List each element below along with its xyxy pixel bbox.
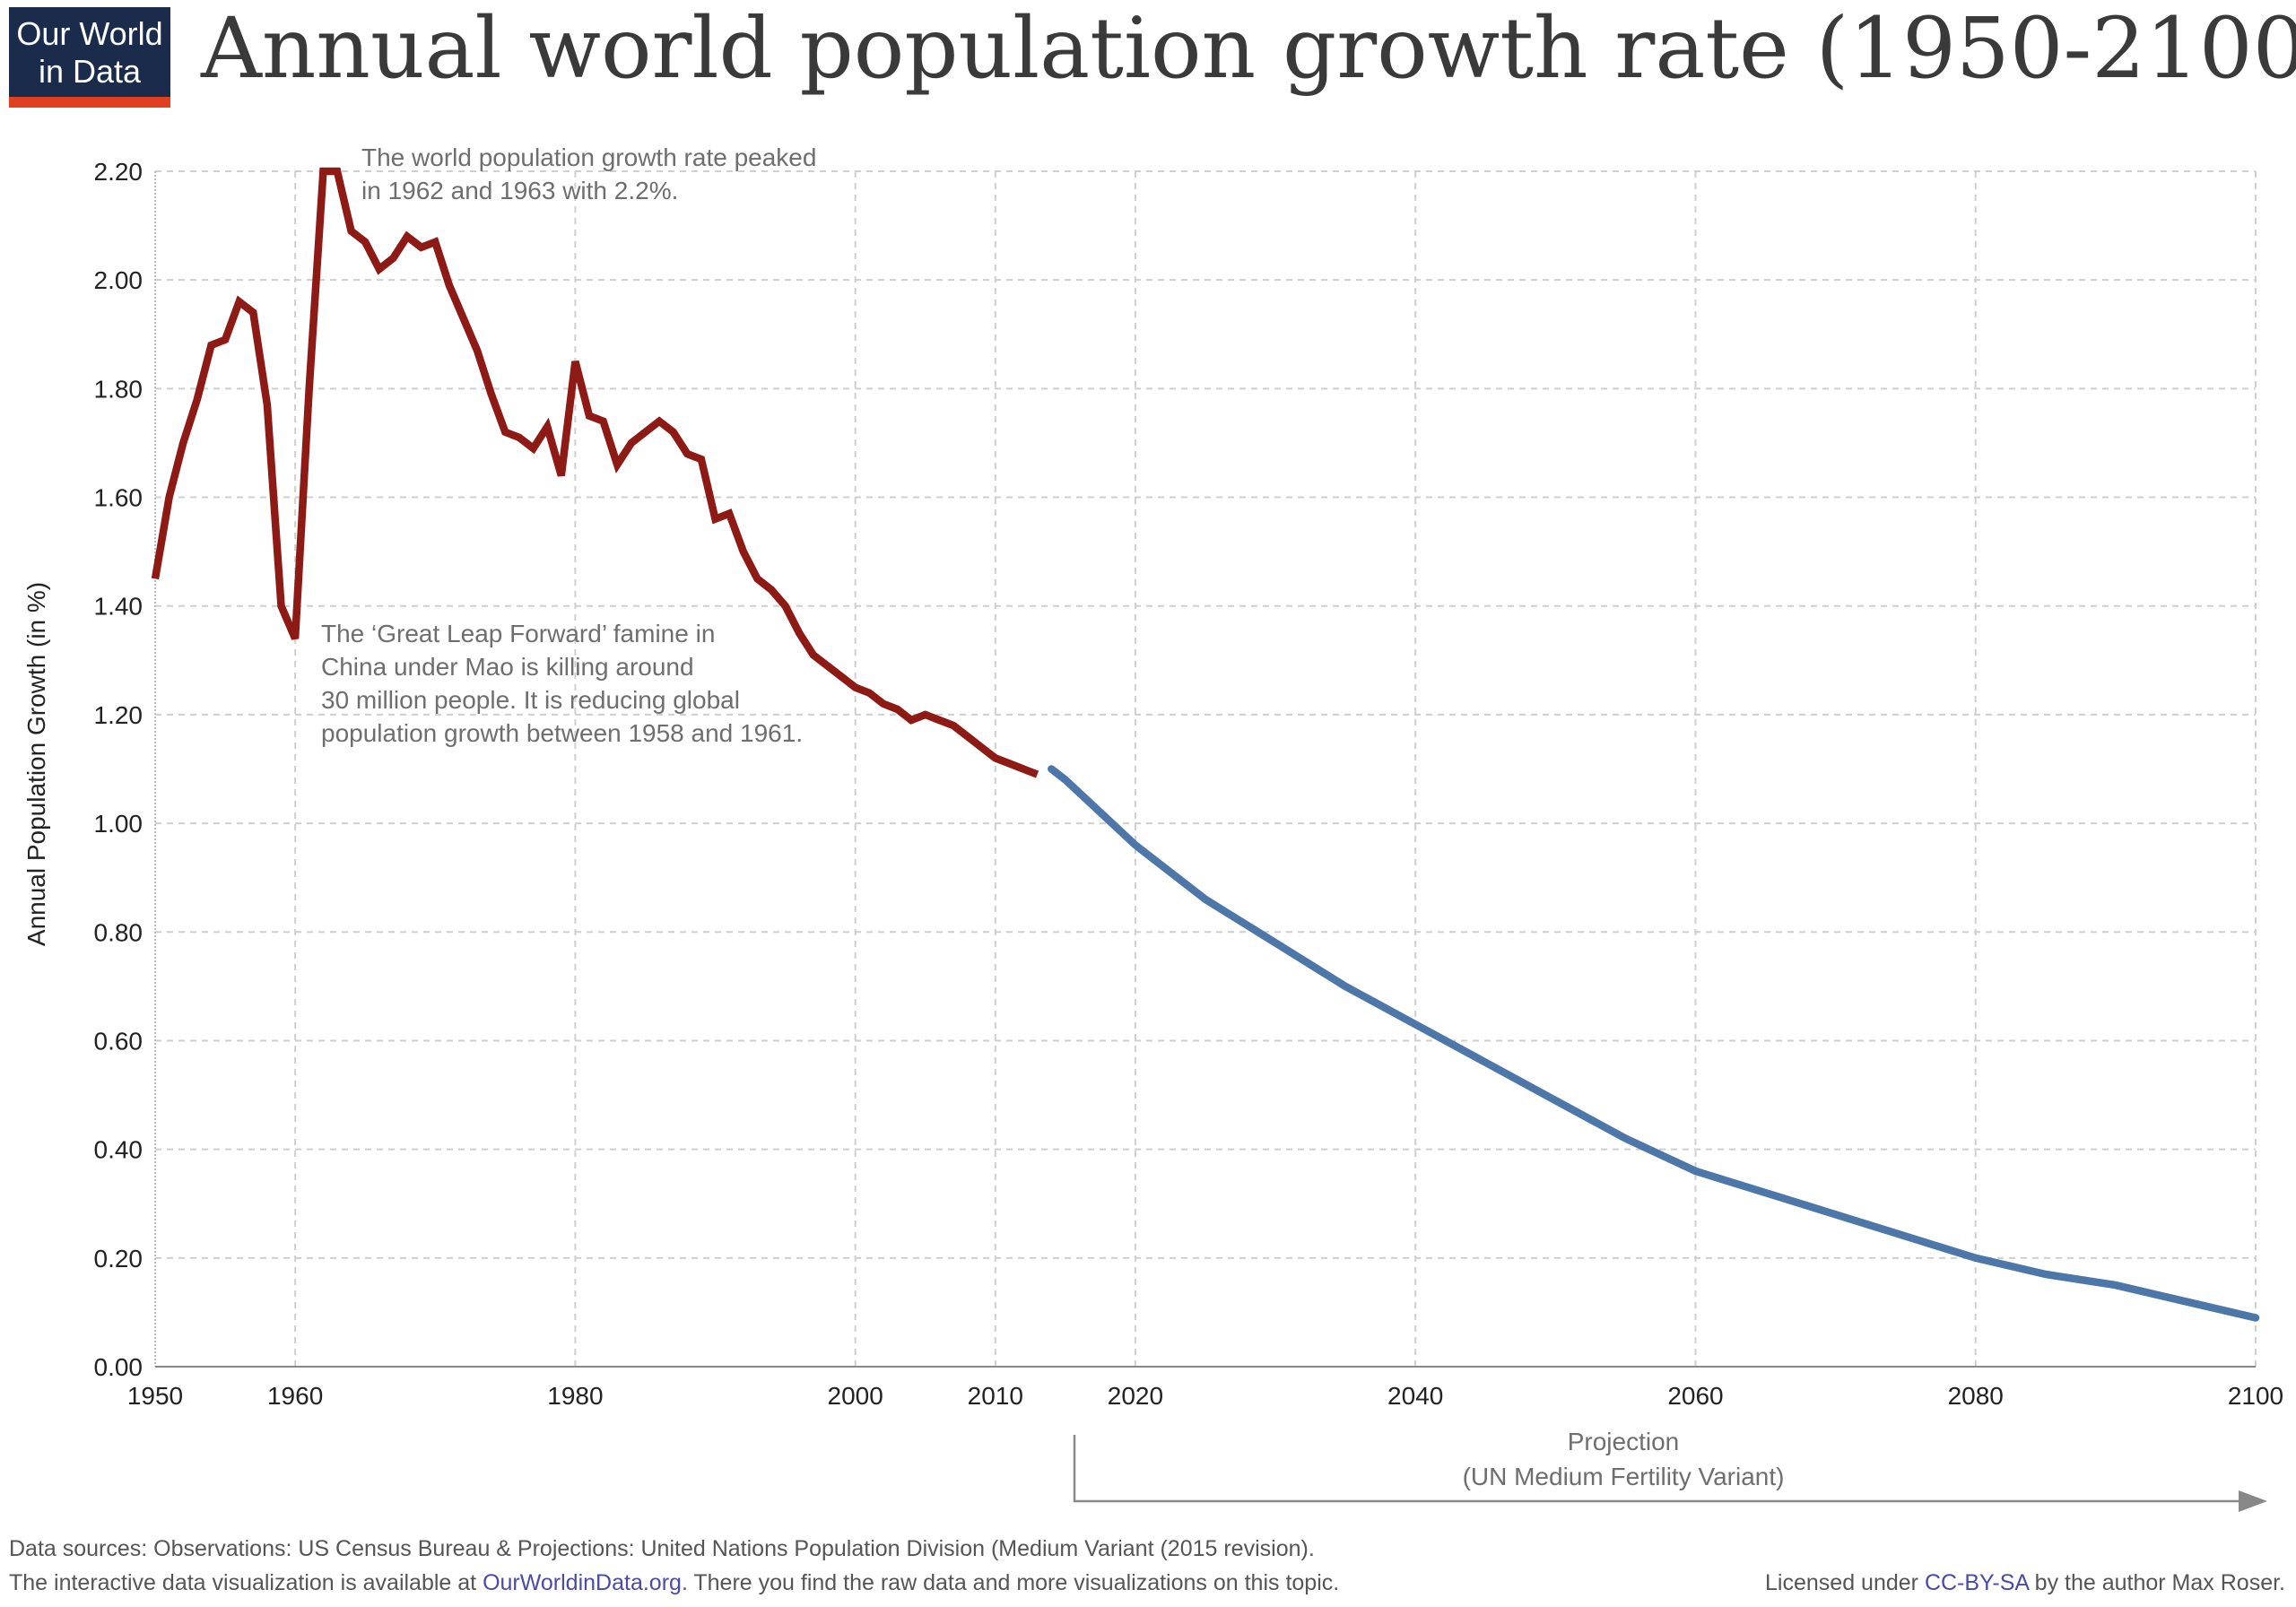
license-text: Licensed under [1765,1570,1925,1595]
annotation-peak: The world population growth rate peaked … [361,143,816,204]
x-tick-label: 2080 [1948,1382,2004,1410]
logo-bar [9,97,170,108]
license-text: by the author Max Roser. [2029,1570,2285,1595]
logo-background [9,7,170,100]
x-tick-label: 2000 [828,1382,883,1410]
y-tick-label: 1.80 [94,375,144,403]
annotation-famine-line: China under Mao is killing around [321,653,694,681]
footer-text: . There you find the raw data and more v… [682,1570,1339,1595]
x-tick-label: 2100 [2228,1382,2283,1410]
x-axis-ticks: 1950 1960 1980 2000 2010 2020 2040 2060 2080 2100 [127,1382,2283,1410]
projection-sublabel: (UN Medium Fertility Variant) [1463,1463,1785,1490]
license-link[interactable]: CC-BY-SA [1925,1570,2030,1595]
logo-line1: Our World [16,15,162,52]
y-axis-label: Annual Population Growth (in %) [22,582,50,946]
footer-license: Licensed under CC-BY-SA by the author Ma… [1765,1570,2285,1595]
annotation-peak-line: The world population growth rate peaked [361,143,816,171]
annotation-famine: The ‘Great Leap Forward’ famine in China… [321,620,803,747]
x-tick-label: 1960 [267,1382,323,1410]
x-tick-label: 2020 [1108,1382,1163,1410]
footer-sources: Data sources: Observations: US Census Bu… [9,1536,1315,1561]
annotation-famine-line: 30 million people. It is reducing global [321,686,740,714]
projection-label: Projection [1568,1428,1680,1455]
y-tick-label: 1.60 [94,484,144,512]
y-tick-label: 1.00 [94,810,144,838]
annotation-famine-line: The ‘Great Leap Forward’ famine in [321,620,715,647]
x-tick-label: 2060 [1667,1382,1723,1410]
observation-series-line [151,167,1039,778]
annotation-peak-line: in 1962 and 1963 with 2.2%. [361,177,678,204]
chart-title: Annual world population growth rate (195… [200,0,2296,98]
footer: Data sources: Observations: US Census Bu… [9,1536,2285,1595]
annotation-famine-line: population growth between 1958 and 1961. [321,719,803,747]
x-tick-label: 2010 [968,1382,1023,1410]
y-tick-label: 2.20 [94,158,144,186]
y-tick-label: 0.00 [94,1353,144,1381]
projection-series-line [1048,765,2260,1322]
x-tick-label: 1980 [547,1382,603,1410]
logo-line2: in Data [39,53,142,90]
y-tick-label: 1.40 [94,593,144,621]
x-tick-label: 2040 [1387,1382,1443,1410]
y-tick-label: 0.80 [94,918,144,946]
y-tick-label: 0.20 [94,1245,144,1273]
projection-marker: Projection (UN Medium Fertility Variant) [1073,1428,2267,1512]
projection-arrow-line [1073,1435,2247,1503]
y-axis-ticks: 0.00 0.20 0.40 0.60 0.80 1.00 1.20 1.40 1.60 1.80… [94,158,144,1381]
grid [154,170,2257,1368]
footer-text: The interactive data visualization is av… [9,1570,483,1595]
owid-link[interactable]: OurWorldinData.org [483,1570,682,1595]
y-tick-label: 0.60 [94,1027,144,1055]
arrow-right-icon [2239,1490,2267,1512]
x-tick-label: 1950 [127,1382,183,1410]
y-tick-label: 2.00 [94,266,144,294]
footer-availability: The interactive data visualization is av… [9,1570,1339,1595]
series-lines [151,167,2260,1322]
owid-logo[interactable]: Our World in Data [9,7,170,108]
y-tick-label: 0.40 [94,1136,144,1164]
y-tick-label: 1.20 [94,701,144,729]
